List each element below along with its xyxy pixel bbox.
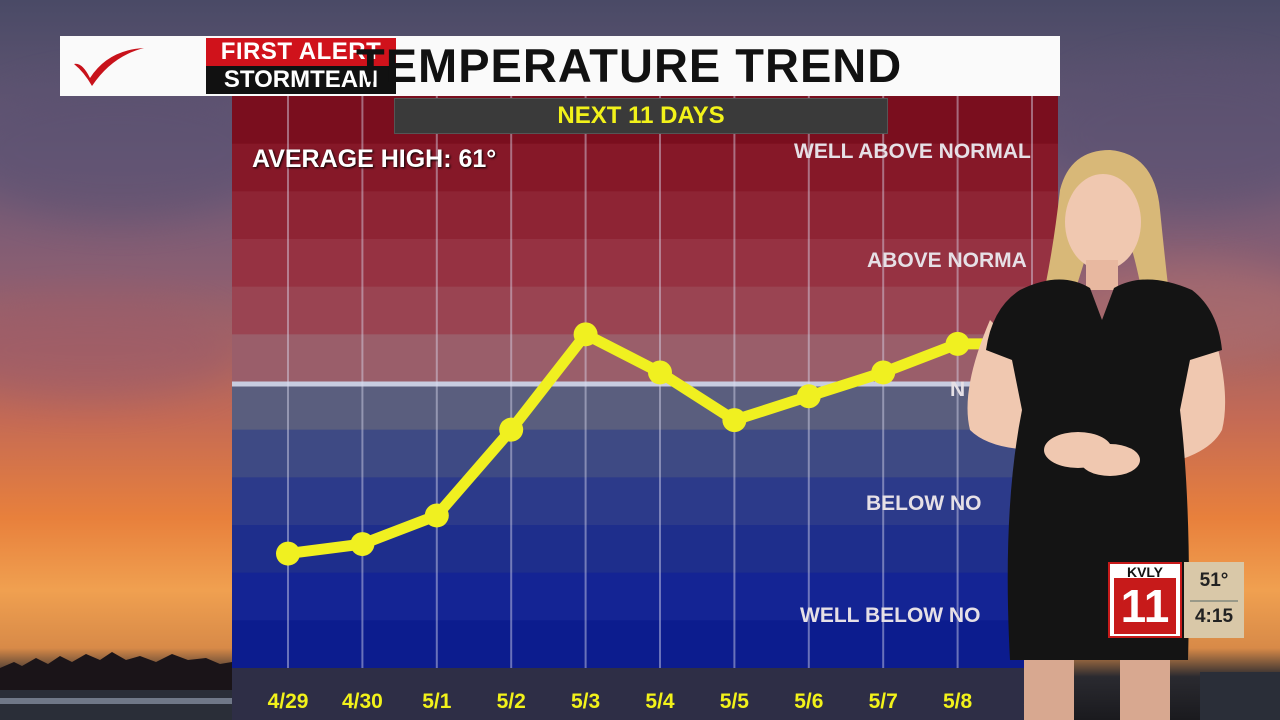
first-alert-badge: FIRST ALERT STORMTEAM	[206, 38, 396, 94]
background-band	[232, 477, 1058, 526]
background-band	[232, 572, 1058, 621]
x-axis-bar	[232, 668, 1058, 720]
x-tick-label: 4/29	[267, 690, 309, 713]
x-tick-label: 5/4	[645, 690, 675, 713]
x-tick-label: 5/1	[422, 690, 452, 713]
zone-label-below: BELOW NO	[866, 492, 982, 515]
current-temp: 51°	[1199, 570, 1229, 591]
treeline	[0, 652, 232, 720]
zone-label-above: ABOVE NORMA	[867, 249, 1027, 272]
bug-divider	[1190, 600, 1238, 602]
data-point	[648, 360, 672, 385]
current-time: 4:15	[1194, 606, 1234, 627]
background-band	[232, 620, 1058, 668]
ground-right	[1200, 672, 1280, 720]
background-band	[232, 191, 1058, 240]
data-point	[276, 541, 300, 566]
badge-line1: FIRST ALERT	[206, 38, 396, 66]
station-bug: KVLY 11 51° 4:15	[1108, 562, 1244, 638]
background-band	[232, 286, 1058, 335]
x-tick-label: 5/3	[570, 690, 601, 713]
data-point	[945, 331, 970, 356]
x-tick-label: 5/6	[794, 690, 824, 713]
zone-label-normal: N	[950, 378, 966, 401]
bug-info: 51° 4:15	[1184, 562, 1244, 638]
background-band	[232, 143, 1058, 192]
badge-line2: STORMTEAM	[206, 66, 396, 94]
zone-label-well-below: WELL BELOW NO	[800, 604, 981, 627]
background-band	[232, 239, 1058, 288]
checkmark-logo-icon	[74, 48, 144, 86]
chart-subtitle: NEXT 11 DAYS	[557, 102, 725, 129]
data-point	[871, 360, 896, 385]
temperature-chart	[232, 96, 1058, 668]
data-point	[796, 384, 821, 409]
zone-label-well-above: WELL ABOVE NORMAL	[794, 140, 1031, 163]
data-point	[722, 408, 747, 433]
x-tick-label: 5/2	[496, 690, 526, 713]
page-title: TEMPERATURE TREND	[356, 39, 903, 92]
kvly-logo: KVLY 11	[1108, 562, 1182, 638]
data-point	[424, 503, 449, 528]
subtitle-box: NEXT 11 DAYS	[394, 98, 888, 134]
average-high-label: AVERAGE HIGH: 61°	[252, 145, 497, 173]
data-point	[573, 322, 598, 347]
data-point	[499, 417, 524, 442]
x-tick-label: 4/30	[341, 690, 383, 713]
background-band	[232, 382, 1058, 431]
presenter	[967, 150, 1226, 720]
station-name: KVLY	[1126, 564, 1164, 580]
background-band	[232, 429, 1058, 478]
x-tick-label: 5/8	[942, 690, 973, 713]
x-tick-label: 5/5	[719, 690, 749, 713]
channel-number: 11	[1114, 578, 1176, 634]
title-bar: FIRST ALERT STORMTEAM TEMPERATURE TREND	[60, 36, 1060, 96]
cloud	[0, 300, 240, 400]
x-tick-label: 5/7	[868, 690, 898, 713]
data-point	[350, 532, 375, 557]
